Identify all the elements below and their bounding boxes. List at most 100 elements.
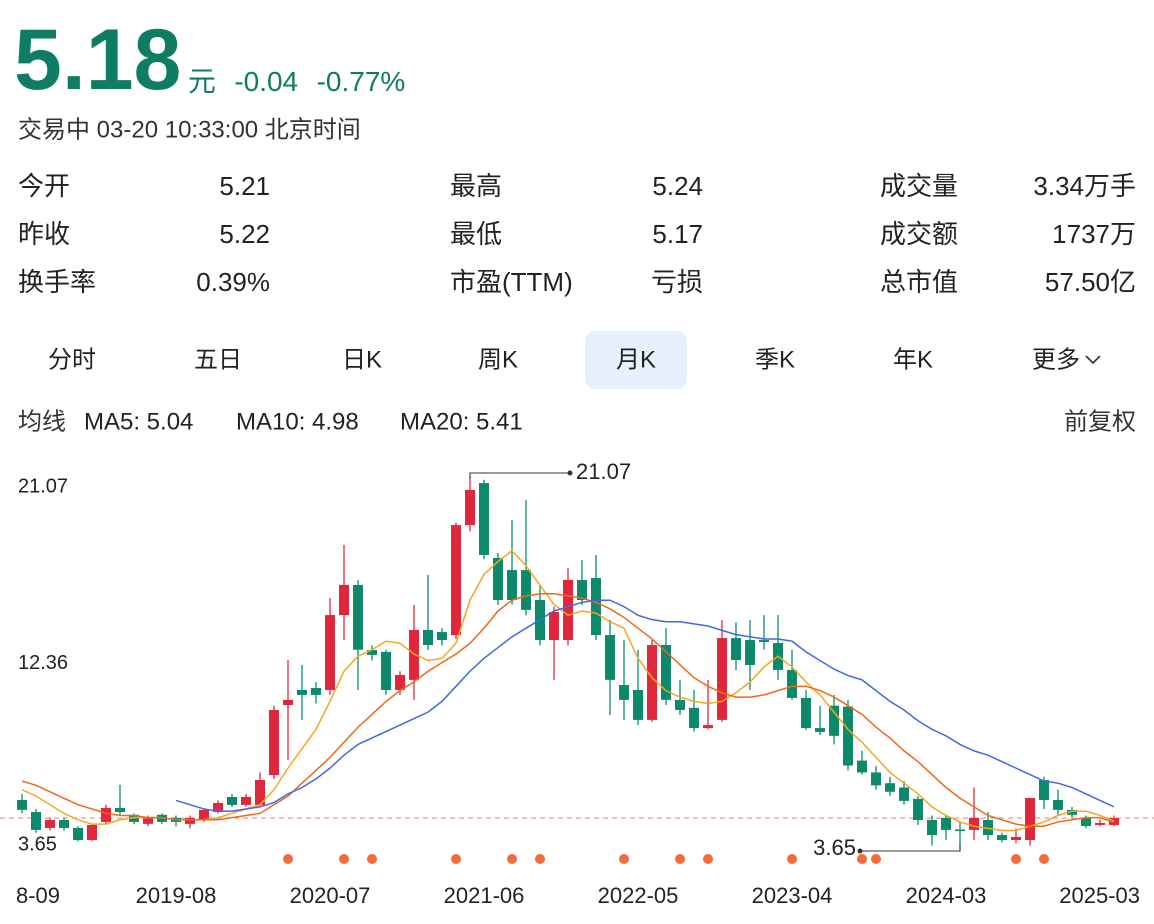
event-dot[interactable]: [1011, 854, 1021, 864]
ma-legend: MA5: 5.04 MA10: 4.98 MA20: 5.41: [84, 408, 523, 435]
x-tick-label: 2019-08: [136, 883, 217, 908]
adjust-mode[interactable]: 前复权: [1064, 408, 1136, 435]
event-dot[interactable]: [857, 854, 867, 864]
event-dot[interactable]: [871, 854, 881, 864]
x-tick-label: 2023-04: [752, 883, 833, 908]
candle-body: [381, 651, 391, 690]
stat-value: 5.24: [652, 171, 703, 201]
max-label: 21.07: [576, 459, 631, 484]
candle-body: [997, 835, 1007, 841]
tab[interactable]: 周K: [478, 346, 518, 373]
y-tick-label: 21.07: [18, 475, 68, 497]
event-dot[interactable]: [1039, 854, 1049, 864]
tab[interactable]: 月K: [616, 346, 656, 373]
candle-body: [591, 578, 601, 636]
candle-body: [731, 638, 741, 661]
price-line: 5.18 元 -0.04 -0.77%: [14, 12, 405, 108]
ma-line: [21, 593, 1115, 827]
stat-label: 换手率: [18, 267, 96, 297]
event-dot[interactable]: [535, 854, 545, 864]
stat-value: 5.17: [652, 219, 703, 249]
candle-body: [857, 760, 867, 773]
candle-body: [45, 820, 55, 828]
candle-body: [479, 483, 489, 556]
candle-body: [283, 699, 293, 706]
candle-body: [675, 699, 685, 710]
candle-body: [73, 827, 83, 841]
candle-body: [185, 817, 195, 824]
candle-body: [311, 688, 321, 695]
x-tick-label: 2024-03: [906, 883, 987, 908]
stat-label: 最高: [450, 171, 502, 201]
candle-body: [1039, 779, 1049, 800]
candle-body: [549, 612, 559, 641]
candle-body: [227, 796, 237, 805]
tab[interactable]: 五日: [194, 346, 242, 373]
candle-body: [213, 802, 223, 813]
x-tick-label: 2025-03: [1059, 883, 1140, 908]
candle-body: [885, 783, 895, 792]
candle-body: [199, 809, 209, 821]
min-dot: [857, 848, 863, 854]
candle-body: [87, 824, 97, 841]
candle-body: [367, 649, 377, 655]
event-dot[interactable]: [675, 854, 685, 864]
candle-body: [689, 707, 699, 729]
candle-body: [703, 725, 713, 729]
tab[interactable]: 年K: [893, 346, 933, 373]
y-tick-label: 12.36: [18, 652, 68, 674]
tab[interactable]: 日K: [342, 346, 382, 373]
candle-body: [633, 689, 643, 720]
ma-line: [175, 599, 1115, 812]
candle-body: [325, 615, 335, 690]
candle-body: [451, 525, 461, 636]
stat-label: 最低: [450, 219, 502, 249]
candle-body: [353, 584, 363, 650]
candle-body: [829, 705, 839, 736]
candle-body: [241, 796, 251, 805]
stat-label: 总市值: [880, 267, 958, 297]
tab[interactable]: 更多: [1032, 346, 1080, 373]
candle-body: [717, 638, 727, 720]
candle-body: [1081, 817, 1091, 827]
candle-body: [815, 728, 825, 732]
event-dot[interactable]: [451, 854, 461, 864]
candle-body: [787, 669, 797, 698]
y-tick-label: 3.65: [18, 833, 57, 855]
candle-body: [913, 798, 923, 821]
candle-body: [1109, 818, 1119, 825]
candle-body: [1067, 809, 1077, 815]
x-tick-label: 8-09: [16, 883, 60, 908]
tab[interactable]: 季K: [755, 346, 795, 373]
legend-entry: MA20: 5.41: [400, 408, 523, 435]
candle-body: [759, 640, 769, 642]
candle-body: [1095, 823, 1105, 825]
legend-entry: MA5: 5.04: [84, 408, 193, 435]
price-unit: 元: [188, 66, 216, 97]
candle-body: [955, 829, 965, 831]
x-tick-label: 2022-05: [598, 883, 679, 908]
event-dot[interactable]: [787, 854, 797, 864]
min-leader: [860, 845, 961, 852]
price-change-pct: -0.77%: [317, 66, 406, 97]
candle-body: [619, 685, 629, 700]
event-dot[interactable]: [703, 854, 713, 864]
event-dot[interactable]: [339, 854, 349, 864]
candle-body: [745, 640, 755, 666]
candle-body: [1025, 798, 1035, 841]
candle-body: [297, 689, 307, 695]
trade-status: 交易中 03-20 10:33:00 北京时间: [18, 116, 361, 143]
price-change: -0.04: [234, 66, 298, 97]
event-dot[interactable]: [367, 854, 377, 864]
candle-body: [521, 570, 531, 610]
event-dot[interactable]: [283, 854, 293, 864]
min-label: 3.65: [813, 835, 856, 860]
event-dot[interactable]: [619, 854, 629, 864]
candle-body: [269, 709, 279, 776]
stat-value: 亏损: [651, 267, 703, 297]
event-dot[interactable]: [507, 854, 517, 864]
candle-body: [941, 817, 951, 830]
legend-entry: MA10: 4.98: [236, 408, 359, 435]
tab[interactable]: 分时: [48, 346, 96, 373]
